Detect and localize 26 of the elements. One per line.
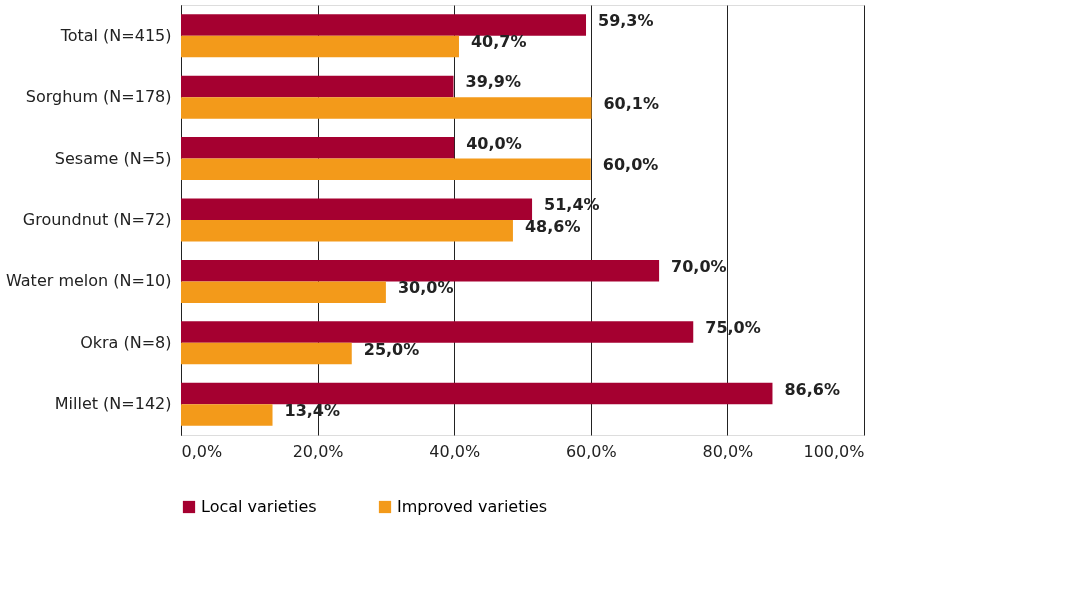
y-tick-label: Total (N=415) xyxy=(59,25,172,45)
y-tick-label: Water melon (N=10) xyxy=(6,271,172,291)
data-label: 70,0% xyxy=(671,256,727,276)
y-tick-label: Okra (N=8) xyxy=(80,332,172,352)
x-tick-label: 60,0% xyxy=(565,441,617,461)
data-label: 60,1% xyxy=(603,93,659,113)
legend-label: Local varieties xyxy=(201,497,317,516)
x-tick-label: 40,0% xyxy=(429,441,481,461)
data-label: 40,0% xyxy=(466,133,522,153)
y-tick-label: Millet (N=142) xyxy=(54,394,172,414)
data-label: 25,0% xyxy=(363,339,420,359)
x-tick-label: 100,0% xyxy=(803,441,865,461)
x-tick-label: 80,0% xyxy=(702,441,754,461)
y-tick-label: Groundnut (N=72) xyxy=(22,210,172,229)
x-tick-label: 20,0% xyxy=(292,441,344,461)
data-label: 60,0% xyxy=(602,155,659,175)
data-label: 40,7% xyxy=(470,32,527,52)
data-label: 39,9% xyxy=(465,72,522,92)
data-label: 86,6% xyxy=(784,379,840,399)
data-label: 48,6% xyxy=(524,216,581,236)
y-tick-label: Sesame (N=5) xyxy=(54,148,172,168)
x-tick-label: 0,0% xyxy=(181,441,223,461)
data-label: 59,3% xyxy=(598,10,654,30)
y-tick-label: Sorghum (N=178) xyxy=(25,87,172,107)
data-label: 30,0% xyxy=(397,278,454,298)
legend-label: Improved varieties xyxy=(397,497,548,516)
